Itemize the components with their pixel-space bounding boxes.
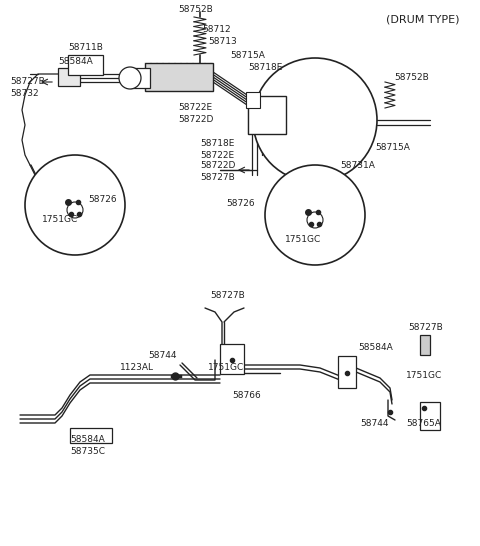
Bar: [130, 68, 150, 88]
Bar: [70, 428, 112, 443]
Bar: [246, 92, 260, 108]
Text: 58718E: 58718E: [248, 63, 282, 73]
Text: 58744: 58744: [360, 419, 388, 429]
Bar: [220, 344, 244, 374]
Text: 58713: 58713: [208, 38, 237, 46]
Text: 58711B: 58711B: [68, 44, 103, 52]
Text: 58722E: 58722E: [200, 151, 234, 159]
Circle shape: [67, 202, 83, 218]
Text: 58584A: 58584A: [58, 57, 93, 67]
Bar: [145, 63, 213, 91]
Circle shape: [119, 67, 141, 89]
Text: 58727B: 58727B: [10, 78, 45, 86]
Bar: [420, 335, 430, 355]
Bar: [58, 68, 80, 86]
Text: 1123AL: 1123AL: [120, 364, 154, 372]
Bar: [338, 356, 356, 388]
Text: 58752B: 58752B: [394, 74, 429, 82]
Text: 1751GC: 1751GC: [285, 235, 321, 245]
Text: 1751GC: 1751GC: [208, 364, 244, 372]
Text: 58727B: 58727B: [408, 323, 443, 333]
Text: 58726: 58726: [226, 199, 254, 209]
Text: 58752B: 58752B: [178, 5, 213, 15]
Text: 58726: 58726: [88, 195, 117, 205]
Text: 58735C: 58735C: [70, 448, 105, 456]
Bar: [420, 402, 440, 430]
Circle shape: [307, 212, 323, 228]
Text: 58766: 58766: [232, 391, 261, 401]
Text: 58731A: 58731A: [340, 162, 375, 170]
Text: 58722D: 58722D: [178, 116, 214, 124]
Circle shape: [265, 165, 365, 265]
Circle shape: [25, 155, 125, 255]
Text: 58727B: 58727B: [210, 292, 245, 300]
Text: 1751GC: 1751GC: [406, 371, 442, 381]
Text: 58722E: 58722E: [178, 104, 212, 112]
Text: 58584A: 58584A: [358, 343, 393, 353]
Text: 58715A: 58715A: [230, 50, 265, 60]
Text: 58712: 58712: [202, 26, 230, 34]
Text: 58727B: 58727B: [200, 174, 235, 182]
Text: 58722D: 58722D: [200, 162, 235, 170]
Text: 58715A: 58715A: [375, 144, 410, 152]
Text: 58732: 58732: [10, 90, 38, 98]
Text: 58744: 58744: [148, 351, 177, 359]
Text: (DRUM TYPE): (DRUM TYPE): [386, 14, 460, 24]
Text: 58584A: 58584A: [70, 436, 105, 444]
Text: 58718E: 58718E: [200, 139, 234, 149]
Bar: [248, 96, 286, 134]
Circle shape: [253, 58, 377, 182]
Bar: [68, 55, 103, 75]
Text: 58765A: 58765A: [406, 419, 441, 429]
Text: 1751GC: 1751GC: [42, 216, 78, 224]
